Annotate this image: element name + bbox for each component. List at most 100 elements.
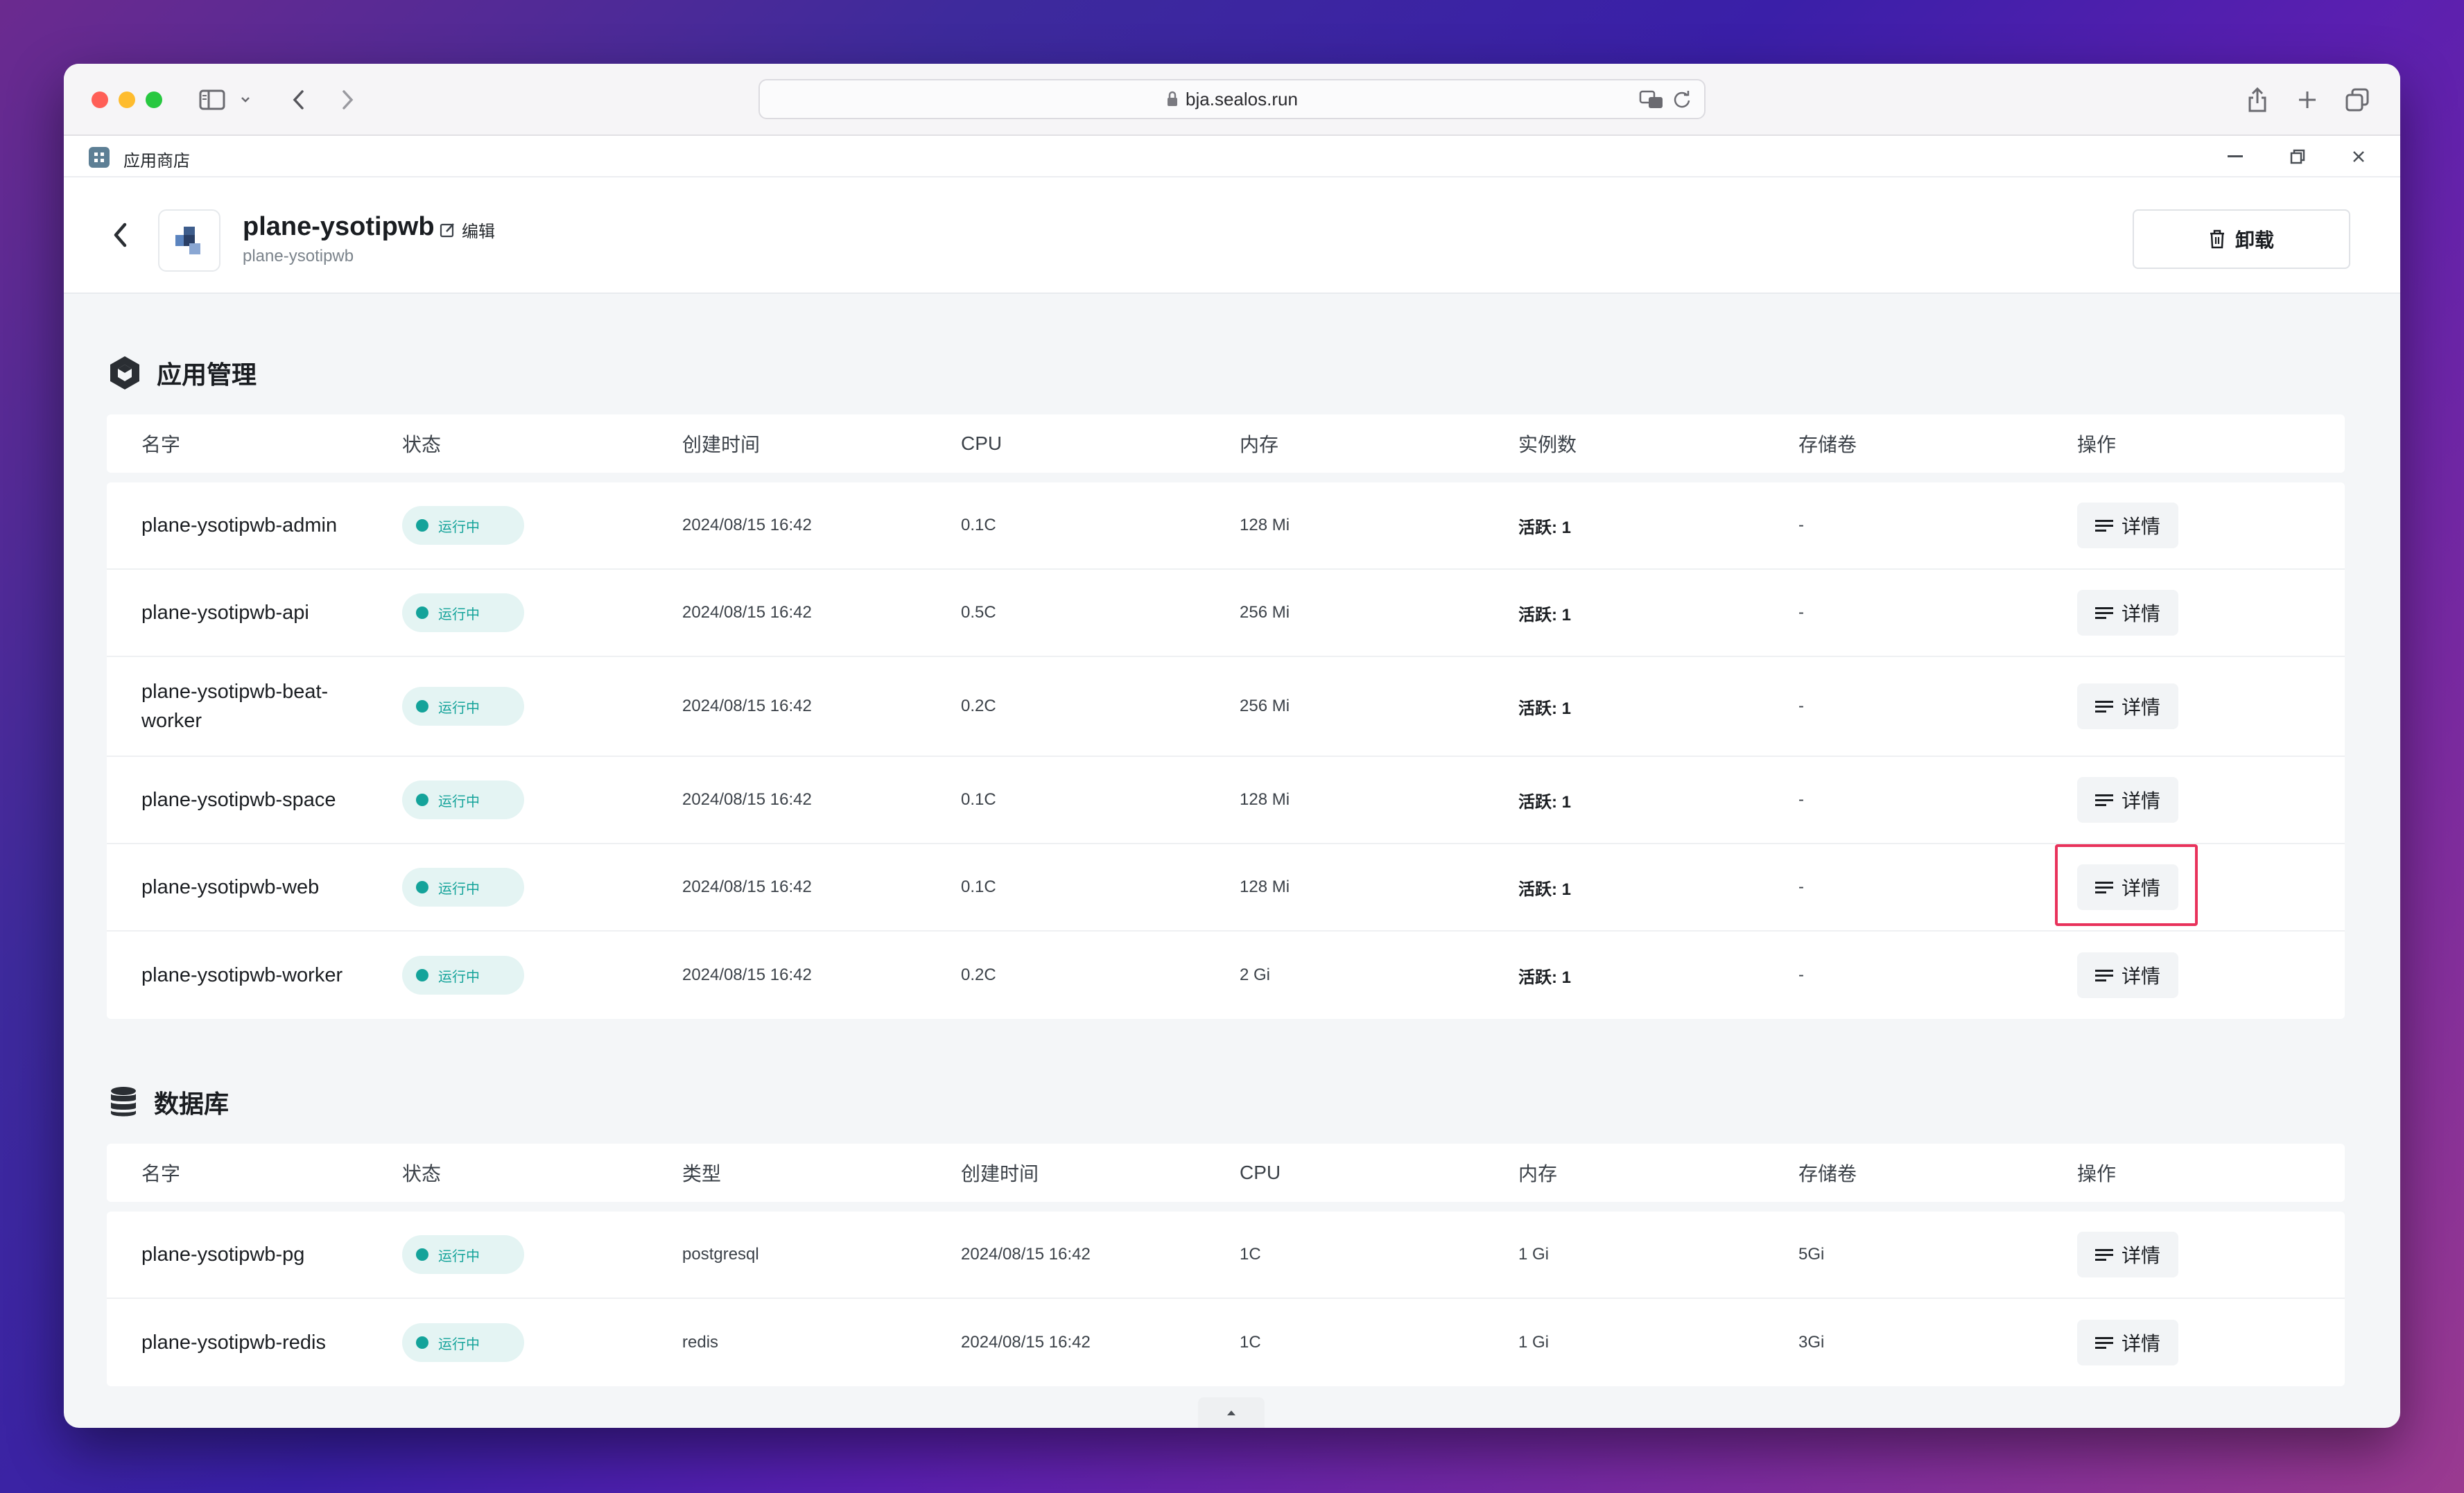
row-memory: 128 Mi [1240,790,1290,809]
translate-icon[interactable] [1639,89,1664,110]
browser-window: bja.sealos.run 应用商店 [64,64,2400,1428]
row-memory: 128 Mi [1240,878,1290,896]
row-replicas: 活跃: 1 [1518,699,1572,718]
row-name: plane-ysotipwb-web [141,876,320,898]
sidebar-toggle-icon[interactable] [197,83,227,116]
back-nav-icon[interactable] [284,83,312,116]
col-action: 操作 [2077,434,2117,455]
row-storage: - [1798,697,1804,715]
detail-label: 详情 [2121,516,2160,537]
row-replicas: 活跃: 1 [1518,518,1572,537]
app-table-header: 名字 状态 创建时间 CPU 内存 实例数 存储卷 操作 [107,414,2345,473]
address-bar[interactable]: bja.sealos.run [758,79,1706,119]
new-tab-icon[interactable] [2292,83,2323,116]
edit-icon [440,222,454,237]
row-storage: - [1798,878,1804,896]
detail-button[interactable]: 详情 [2077,503,2178,548]
detail-button[interactable]: 详情 [2077,777,2178,823]
uninstall-button[interactable]: 卸载 [2133,209,2350,269]
status-dot [416,969,428,981]
status-dot [416,794,428,806]
app-id: plane-ysotipwb [243,247,354,265]
col-cpu: CPU [1240,1162,1281,1183]
minimize-app-button[interactable] [2221,143,2249,171]
col-storage: 存储卷 [1798,1163,1857,1185]
row-memory: 256 Mi [1240,697,1290,715]
forward-nav-icon[interactable] [334,83,362,116]
trash-icon [2210,229,2224,249]
status-badge: 运行中 [402,593,524,632]
close-app-icon[interactable] [2345,143,2372,171]
detail-button[interactable]: 详情 [2077,1320,2178,1365]
status-dot [416,1248,428,1261]
row-storage: - [1798,790,1804,809]
row-name: plane-ysotipwb-pg [141,1243,305,1266]
row-cpu: 0.1C [961,790,996,809]
list-icon [2094,794,2113,806]
status-dot [416,519,428,532]
status-text: 运行中 [438,794,480,810]
status-dot [416,700,428,713]
back-button[interactable] [103,218,137,252]
detail-button[interactable]: 详情 [2077,1232,2178,1277]
detail-button[interactable]: 详情 [2077,864,2178,910]
restore-app-icon[interactable] [2284,143,2311,171]
detail-button[interactable]: 详情 [2077,683,2178,729]
detail-label: 详情 [2121,878,2160,899]
database-table-header: 名字 状态 类型 创建时间 CPU 内存 存储卷 操作 [107,1144,2345,1202]
share-icon[interactable] [2242,83,2273,116]
row-cpu: 0.5C [961,603,996,622]
app-store-title: 应用商店 [123,152,190,171]
status-dot [416,606,428,619]
table-row: plane-ysotipwb-admin 运行中 2024/08/15 16:4… [107,482,2345,570]
col-created: 创建时间 [961,1163,1039,1185]
row-name: plane-ysotipwb-admin [141,514,338,536]
detail-button[interactable]: 详情 [2077,590,2178,636]
close-window-button[interactable] [92,91,108,108]
status-text: 运行中 [438,1248,480,1264]
detail-label: 详情 [2121,966,2160,987]
scroll-up-button[interactable] [1198,1397,1265,1428]
row-cpu: 0.1C [961,516,996,534]
detail-label: 详情 [2121,1333,2160,1354]
status-badge: 运行中 [402,868,524,907]
row-storage: 3Gi [1798,1333,1825,1352]
status-text: 运行中 [438,969,480,985]
plane-logo-icon [175,227,200,254]
status-badge: 运行中 [402,1235,524,1274]
zoom-window-button[interactable] [146,91,162,108]
status-text: 运行中 [438,519,480,535]
status-text: 运行中 [438,881,480,897]
row-storage: 5Gi [1798,1245,1825,1264]
row-created: 2024/08/15 16:42 [682,966,812,984]
list-icon [2094,607,2113,619]
row-created: 2024/08/15 16:42 [682,603,812,622]
row-storage: - [1798,966,1804,984]
detail-label: 详情 [2121,603,2160,625]
row-replicas: 活跃: 1 [1518,605,1572,625]
col-status: 状态 [402,1163,442,1185]
row-created: 2024/08/15 16:42 [682,790,812,809]
minimize-window-button[interactable] [119,91,135,108]
row-memory: 256 Mi [1240,603,1290,622]
table-row: plane-ysotipwb-web 运行中 2024/08/15 16:42 … [107,844,2345,932]
url-text: bja.sealos.run [1186,88,1298,110]
tab-overview-icon[interactable] [2342,83,2372,116]
lock-icon [1168,91,1178,106]
reload-icon[interactable] [1672,89,1692,110]
chevron-down-icon[interactable] [237,83,254,116]
edit-button[interactable]: 编辑 [440,218,495,242]
row-created: 2024/08/15 16:42 [682,516,812,534]
row-memory: 1 Gi [1518,1333,1550,1352]
row-memory: 128 Mi [1240,516,1290,534]
status-text: 运行中 [438,606,480,622]
detail-label: 详情 [2121,1245,2160,1266]
row-created: 2024/08/15 16:42 [961,1333,1091,1352]
status-text: 运行中 [438,1336,480,1352]
row-name: plane-ysotipwb-redis [141,1332,326,1354]
app-detail-header: plane-ysotipwb plane-ysotipwb 编辑 [64,177,2400,294]
detail-button[interactable]: 详情 [2077,952,2178,998]
database-table: 名字 状态 类型 创建时间 CPU 内存 存储卷 操作 plane-ysotip… [107,1144,2345,1386]
row-cpu: 0.2C [961,966,996,984]
row-replicas: 活跃: 1 [1518,880,1572,899]
